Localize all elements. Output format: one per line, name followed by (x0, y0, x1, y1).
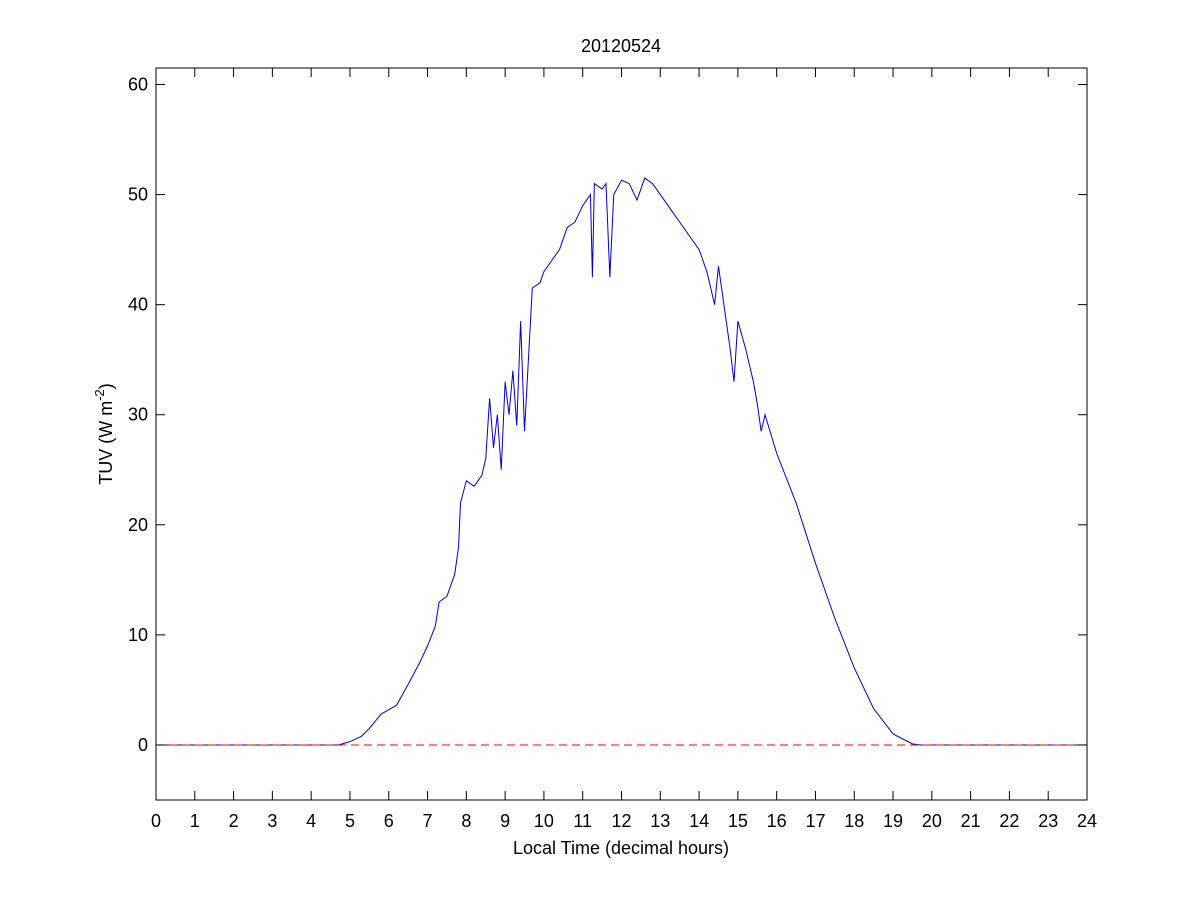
x-tick-label: 21 (961, 811, 981, 831)
x-tick-label: 15 (728, 811, 748, 831)
x-tick-label: 2 (229, 811, 239, 831)
y-label-sup: -2 (92, 389, 107, 401)
y-tick-label: 60 (128, 75, 148, 95)
x-tick-label: 12 (611, 811, 631, 831)
chart-title: 20120524 (581, 36, 661, 56)
x-tick-label: 6 (384, 811, 394, 831)
x-tick-label: 7 (423, 811, 433, 831)
x-tick-label: 5 (345, 811, 355, 831)
x-tick-label: 20 (922, 811, 942, 831)
x-tick-label: 9 (500, 811, 510, 831)
x-tick-label: 8 (461, 811, 471, 831)
x-axis-label: Local Time (decimal hours) (513, 838, 729, 858)
x-tick-label: 1 (190, 811, 200, 831)
x-tick-label: 13 (650, 811, 670, 831)
y-tick-label: 10 (128, 625, 148, 645)
y-axis-label: TUV (W m-2) (92, 383, 116, 485)
x-tick-label: 10 (534, 811, 554, 831)
x-tick-label: 24 (1077, 811, 1097, 831)
x-tick-label: 14 (689, 811, 709, 831)
x-tick-label: 3 (267, 811, 277, 831)
y-label-end: ) (96, 383, 116, 389)
x-tick-label: 11 (573, 811, 592, 831)
x-tick-label: 22 (999, 811, 1019, 831)
y-label-text: TUV (W m (96, 401, 116, 485)
x-tick-label: 18 (844, 811, 864, 831)
x-tick-label: 23 (1038, 811, 1058, 831)
data-line (156, 177, 1087, 746)
x-tick-label: 16 (767, 811, 787, 831)
x-tick-label: 19 (883, 811, 903, 831)
y-tick-label: 50 (128, 185, 148, 205)
y-tick-label: 30 (128, 405, 148, 425)
x-tick-label: 4 (306, 811, 316, 831)
x-tick-label: 0 (151, 811, 161, 831)
y-tick-label: 0 (138, 735, 148, 755)
x-tick-label: 17 (805, 811, 825, 831)
y-tick-label: 20 (128, 515, 148, 535)
y-tick-label: 40 (128, 295, 148, 315)
